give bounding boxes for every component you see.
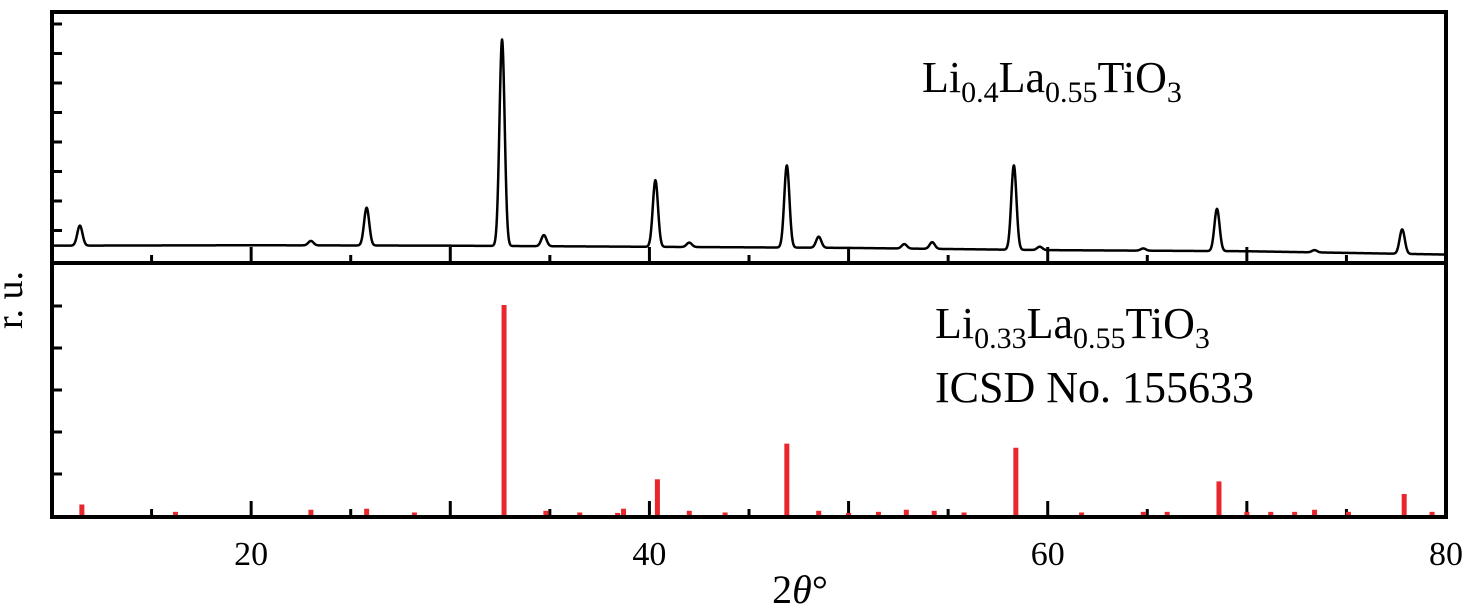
x-tick-label: 40 <box>632 536 666 573</box>
reference-label: Li0.33La0.55TiO3 <box>935 299 1210 355</box>
x-tick-label: 80 <box>1429 536 1463 573</box>
reference-sticks <box>79 305 1435 515</box>
y-axis-label: r. u. <box>0 271 31 329</box>
reference-database-label: ICSD No. 155633 <box>935 363 1254 412</box>
tick-marks <box>50 22 1448 517</box>
x-axis-label: 2θ° <box>772 567 828 610</box>
x-tick-label: 60 <box>1031 536 1065 573</box>
measured-pattern-line <box>51 38 1447 256</box>
x-tick-label: 20 <box>234 536 268 573</box>
sample-label: Li0.4La0.55TiO3 <box>922 53 1182 109</box>
x-tick-labels: 20 40 60 80 <box>234 536 1463 573</box>
